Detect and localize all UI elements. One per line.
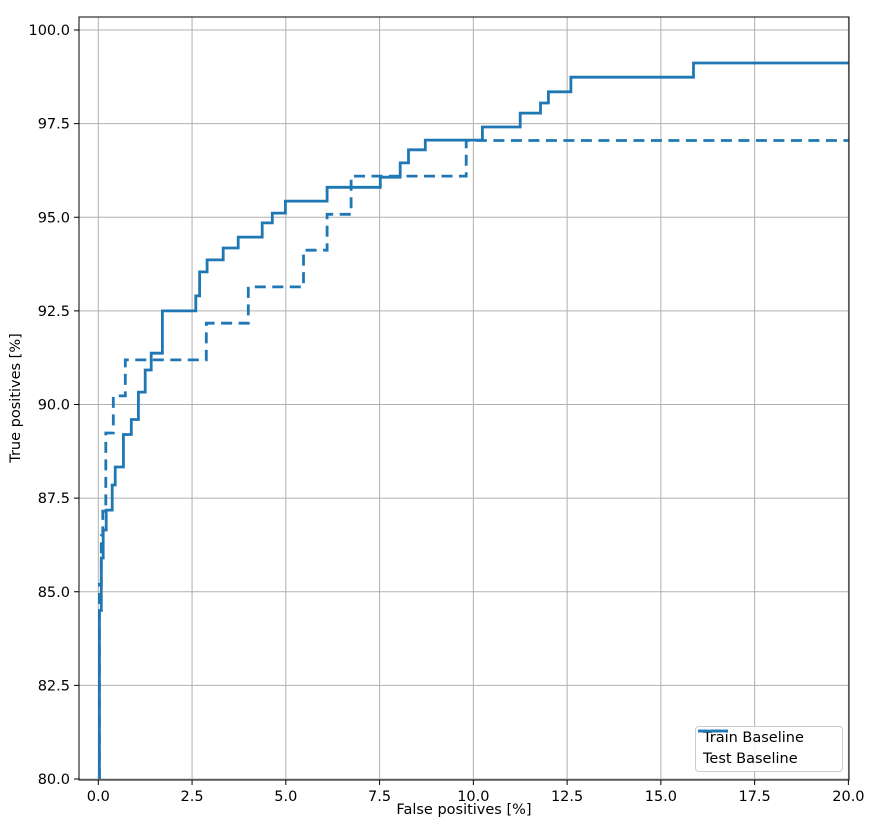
x-axis-label: False positives [%]	[396, 802, 532, 818]
x-tick-label: 10.0	[457, 789, 489, 805]
axes-spines	[78, 16, 850, 781]
y-tick-label: 100.0	[28, 23, 70, 39]
train-baseline-curve	[98, 61, 849, 779]
test-line-swatch-icon	[698, 729, 728, 733]
y-tick-label: 85.0	[38, 585, 70, 601]
x-tick-label: 0.0	[87, 789, 110, 805]
legend-label-test: Test Baseline	[703, 751, 798, 767]
y-tick-label: 80.0	[38, 772, 70, 788]
legend-item-test: Test Baseline	[698, 729, 835, 769]
x-tick-label: 17.5	[738, 789, 770, 805]
x-tick-label: 15.0	[645, 789, 677, 805]
test-baseline-curve	[98, 139, 849, 779]
x-tick-label: 20.0	[832, 789, 864, 805]
y-tick-label: 82.5	[38, 678, 70, 694]
y-tick-label: 90.0	[38, 398, 70, 414]
x-tick-label: 2.5	[181, 789, 204, 805]
y-tick-label: 97.5	[38, 117, 70, 133]
legend-label-train: Train Baseline	[703, 730, 804, 746]
y-tick-label: 87.5	[38, 491, 70, 507]
y-axis-label: True positives [%]	[8, 333, 24, 463]
y-tick-label: 95.0	[38, 210, 70, 226]
legend: Train Baseline Test Baseline	[695, 726, 843, 772]
x-tick-label: 12.5	[551, 789, 583, 805]
y-tick-label: 92.5	[38, 304, 70, 320]
x-tick-label: 7.5	[368, 789, 391, 805]
x-tick-label: 5.0	[274, 789, 297, 805]
